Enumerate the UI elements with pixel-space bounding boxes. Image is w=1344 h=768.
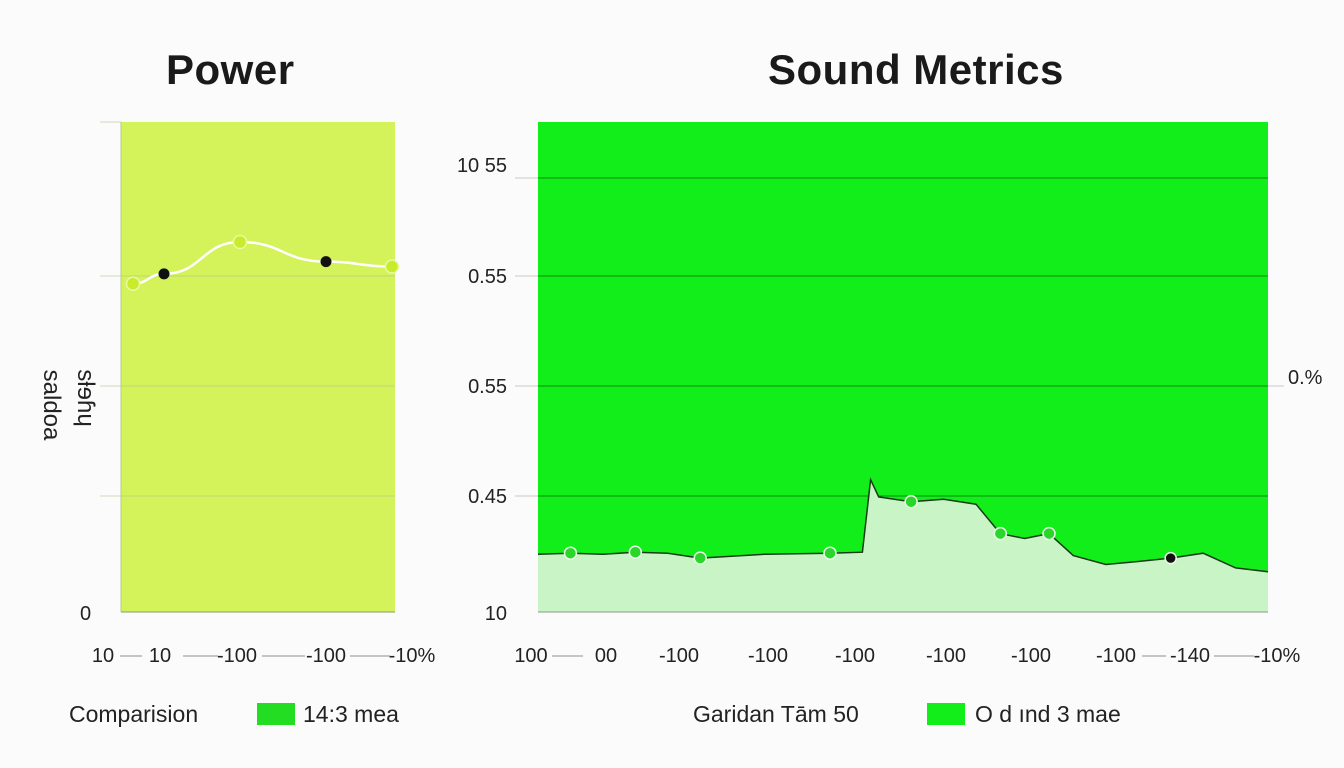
power-series-points (125, 234, 400, 291)
sound-data-point (1164, 551, 1177, 565)
sound-data-point (823, 546, 837, 560)
sound-right-label: 0.% (1288, 367, 1323, 389)
sound-legend-swatch-label: O d ınd 3 mae (975, 701, 1121, 727)
power-x-tick-label: -100 (306, 645, 346, 667)
power-data-point (158, 268, 170, 280)
sound-y-tick-label: 0.55 (468, 266, 507, 288)
sound-data-point (563, 546, 578, 560)
sound-x-tick-label: -100 (748, 645, 788, 667)
sound-series-area (538, 479, 1268, 612)
sound-y-tick-label: 0.45 (468, 486, 507, 508)
power-plot-area (121, 122, 395, 612)
sound-x-tick-label: 100 (514, 645, 547, 667)
sound-data-point (628, 545, 643, 559)
power-data-point (384, 259, 400, 274)
sound-data-point (1042, 526, 1056, 541)
power-legend-swatch (257, 703, 295, 725)
power-data-point (320, 256, 332, 268)
power-ylabel-inner: sƚɘɦɥ (72, 369, 99, 426)
power-data-point (125, 276, 141, 291)
sound-x-tick-label: -100 (1096, 645, 1136, 667)
chart-title-sound-metrics: Sound Metrics (768, 46, 1064, 93)
sound-x-tick-label: -10% (1254, 645, 1301, 667)
power-x-tick-label: 10 (92, 645, 114, 667)
power-x-tick-label: -10% (389, 645, 436, 667)
sound-x-ticks: 100 00 -100 -100 -100 -100 -100 -100 -140 -10% (514, 645, 1300, 667)
sound-series-points (563, 495, 1177, 565)
sound-x-tick-label: -100 (659, 645, 699, 667)
sound-legend-label: Garidan Tām 50 (693, 701, 859, 727)
power-x-tick-label: 10 (149, 645, 171, 667)
power-legend-label: Comparision (69, 701, 198, 727)
power-legend: Comparision 14:3 mea (69, 701, 399, 727)
sound-y-tick-label: 0.55 (468, 376, 507, 398)
power-legend-swatch-label: 14:3 mea (303, 701, 399, 727)
sound-data-point (693, 551, 707, 565)
sound-gridlines (515, 177, 1284, 497)
power-x-tick-label: -100 (217, 645, 257, 667)
sound-legend-swatch (927, 703, 965, 725)
sound-x-tick-label: -100 (835, 645, 875, 667)
sound-data-point (993, 526, 1008, 541)
sound-y-tick-label: 10 (485, 603, 507, 625)
sound-y-ticks: 10 55 0.55 0.55 0.45 10 (457, 155, 507, 625)
power-y-tick: 0 (80, 603, 91, 625)
sound-series-line (537, 476, 1269, 573)
power-ylabel-outer: saldoa (38, 370, 65, 441)
sound-x-tick-label: -140 (1170, 645, 1210, 667)
chart-title-power: Power (166, 46, 295, 93)
power-x-ticks: 10 10 -100 -100 -10% (92, 645, 436, 667)
sound-legend: Garidan Tām 50 O d ınd 3 mae (693, 701, 1121, 727)
sound-y-tick-label: 10 55 (457, 155, 507, 177)
sound-metrics-chart: 10 55 0.55 0.55 0.45 10 100 00 -100 -100 -100 -10… (457, 122, 1323, 667)
power-chart: 10 10 -100 -100 -10% 0 saldoa sƚɘɦɥ (38, 121, 436, 667)
sound-x-tick-label: -100 (926, 645, 966, 667)
sound-x-tick-label: -100 (1011, 645, 1051, 667)
sound-x-tick-label: 00 (595, 645, 617, 667)
sound-data-point (904, 495, 918, 509)
power-data-point (232, 234, 248, 250)
